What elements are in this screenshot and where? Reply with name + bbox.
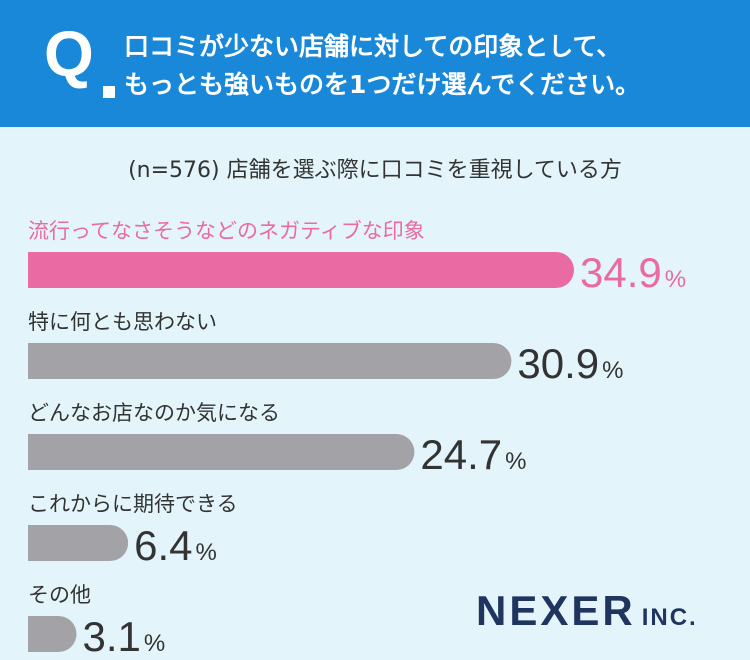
value-unit: %	[602, 357, 623, 384]
category-label: 特に何とも思わない	[28, 310, 217, 334]
category-label: これからに期待できる	[28, 492, 238, 516]
value-label: 3.1%	[82, 613, 165, 660]
category-label: その他	[28, 583, 91, 607]
value-number: 34.9	[580, 249, 662, 296]
bar	[28, 434, 415, 470]
value-unit: %	[505, 448, 526, 475]
category-label: 流行ってなさそうなどのネガティブな印象	[28, 219, 425, 243]
nexer-logo: NEXER INC.	[476, 587, 698, 635]
value-unit: %	[196, 539, 217, 566]
chart-subtitle: (n=576) 店舗を選ぶ際に口コミを重視している方	[128, 158, 622, 183]
value-label: 24.7%	[420, 431, 526, 478]
value-label: 6.4%	[134, 522, 217, 569]
q-dot	[103, 86, 115, 98]
question-text: 口コミが少ない店舗に対しての印象として、 もっとも強いものを1つだけ選んでくださ…	[124, 28, 640, 104]
logo-main: NEXER	[476, 587, 636, 634]
question-line-1: 口コミが少ない店舗に対しての印象として、	[124, 32, 622, 61]
bar	[28, 252, 574, 288]
logo-sub: INC.	[641, 604, 698, 631]
value-unit: %	[665, 266, 686, 293]
bar-left-cap	[28, 252, 46, 288]
bar-left-cap	[28, 343, 46, 379]
q-label: Q	[44, 18, 94, 90]
category-label: どんなお店なのか気になる	[28, 401, 280, 425]
bar-left-cap	[28, 525, 46, 561]
bar-left-cap	[28, 434, 46, 470]
question-header: Q 口コミが少ない店舗に対しての印象として、 もっとも強いものを1つだけ選んでく…	[0, 0, 750, 127]
value-number: 3.1	[82, 613, 140, 660]
value-number: 24.7	[420, 431, 502, 478]
value-unit: %	[144, 630, 165, 657]
value-number: 6.4	[134, 522, 192, 569]
value-number: 30.9	[517, 340, 599, 387]
question-line-2: もっとも強いものを1つだけ選んでください。	[124, 70, 641, 99]
bar	[28, 343, 512, 379]
bar-left-cap	[28, 616, 46, 652]
value-label: 30.9%	[517, 340, 623, 387]
value-label: 34.9%	[580, 249, 686, 296]
bar	[28, 525, 129, 561]
